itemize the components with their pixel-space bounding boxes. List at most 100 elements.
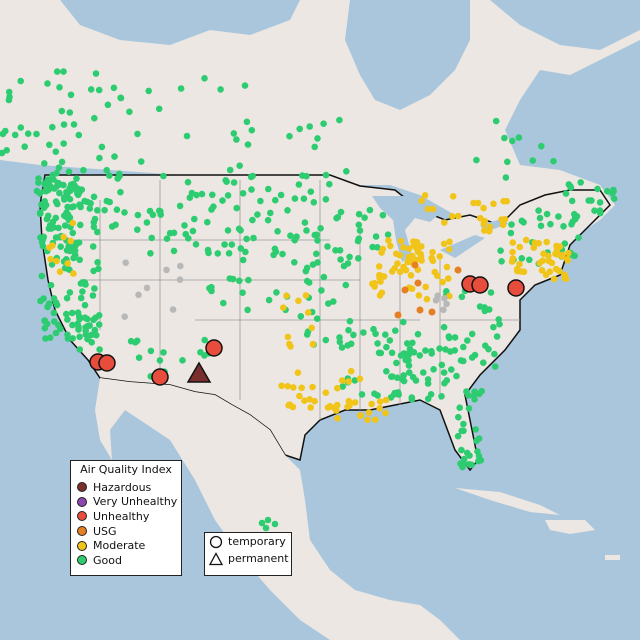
good-station-dot	[114, 175, 121, 182]
moderate-station-dot	[543, 238, 550, 246]
moderate-station-dot	[47, 255, 54, 263]
good-station-dot	[320, 273, 328, 281]
good-station-dot	[135, 354, 143, 362]
moderate-station-dot	[391, 265, 399, 272]
usg-station-dot	[454, 266, 462, 274]
good-station-dot	[438, 393, 445, 400]
unknown-station-dot	[169, 306, 177, 313]
good-station-dot	[239, 256, 247, 264]
good-station-dot	[143, 219, 151, 226]
usg-station-dot	[428, 308, 436, 316]
moderate-station-dot	[67, 237, 74, 245]
good-station-dot	[343, 168, 350, 175]
unhealthy-swatch	[77, 511, 87, 522]
good-station-dot	[176, 202, 184, 210]
moderate-station-dot	[397, 237, 405, 245]
good-station-dot	[383, 368, 390, 375]
good-station-dot	[244, 306, 251, 314]
unknown-station-dot	[143, 284, 151, 292]
good-station-dot	[147, 347, 155, 355]
good-station-dot	[330, 298, 337, 305]
moderate-station-dot	[520, 268, 528, 276]
good-station-dot	[502, 174, 510, 181]
good-station-dot	[75, 323, 82, 331]
good-station-dot	[137, 158, 145, 165]
good-station-dot	[369, 243, 376, 251]
good-station-dot	[529, 157, 537, 164]
good-station-dot	[54, 179, 62, 187]
moderate-station-dot	[49, 242, 56, 249]
good-station-dot	[201, 336, 208, 344]
moderate-station-dot	[431, 268, 439, 276]
moderate-station-dot	[446, 292, 453, 300]
good-station-dot	[473, 156, 480, 164]
good-station-dot	[383, 343, 390, 351]
good-station-dot	[197, 349, 204, 356]
good-station-dot	[64, 316, 71, 323]
good-station-dot	[44, 212, 52, 220]
moderate-station-dot	[561, 274, 568, 282]
good-station-dot	[33, 187, 41, 195]
good-station-dot	[350, 331, 357, 339]
moderate-station-dot	[436, 253, 444, 260]
moderate-station-dot	[429, 257, 437, 265]
good-station-dot	[568, 197, 576, 205]
good-station-dot	[346, 317, 354, 325]
good-station-dot	[69, 229, 77, 237]
moderate-station-dot	[421, 192, 429, 199]
good-station-dot	[44, 80, 51, 87]
good-swatch	[77, 555, 87, 566]
moderate-station-dot	[422, 283, 430, 291]
good-station-dot	[106, 172, 113, 179]
moderate-station-dot	[545, 257, 553, 265]
good-station-dot	[535, 207, 542, 214]
good-station-dot	[297, 313, 305, 320]
good-station-dot	[155, 207, 163, 215]
good-station-dot	[575, 234, 582, 241]
good-station-dot	[117, 94, 124, 102]
good-station-dot	[237, 245, 245, 252]
good-station-dot	[501, 134, 508, 142]
usg-station-dot	[411, 261, 419, 269]
good-station-dot	[317, 225, 324, 232]
good-station-dot	[121, 209, 128, 216]
good-station-dot	[440, 369, 448, 376]
good-station-dot	[485, 345, 492, 353]
good-station-dot	[382, 331, 389, 339]
good-station-dot	[50, 295, 58, 302]
good-station-dot	[55, 224, 62, 232]
hispaniola	[545, 520, 595, 534]
moderate-station-dot	[509, 239, 517, 246]
moderate-station-dot	[365, 409, 373, 416]
good-station-dot	[379, 211, 387, 219]
moderate-station-dot	[286, 340, 293, 348]
good-station-dot	[468, 330, 476, 338]
good-station-dot	[508, 221, 515, 228]
moderate-station-dot	[439, 278, 446, 286]
moderate-station-dot	[382, 409, 389, 417]
good-station-dot	[49, 123, 56, 131]
good-station-dot	[591, 207, 598, 214]
good-station-dot	[320, 120, 327, 127]
legend-label: Moderate	[93, 539, 146, 553]
good-station-dot	[221, 241, 228, 248]
usg-station-dot	[394, 311, 402, 319]
moderate-station-dot	[69, 219, 77, 227]
good-station-dot	[313, 231, 321, 239]
good-station-dot	[356, 227, 364, 234]
legend-label: Unhealthy	[93, 509, 150, 523]
unknown-station-dot	[176, 276, 184, 284]
good-station-dot	[63, 310, 70, 318]
moderate-station-dot	[564, 257, 571, 264]
good-station-dot	[372, 330, 379, 338]
good-station-dot	[496, 320, 503, 328]
good-station-dot	[372, 233, 380, 240]
good-station-dot	[409, 373, 417, 381]
good-station-dot	[93, 331, 100, 339]
moderate-station-dot	[289, 403, 297, 411]
good-station-dot	[35, 175, 42, 182]
good-station-dot	[66, 109, 74, 116]
moderate-station-dot	[540, 250, 547, 257]
good-station-dot	[108, 223, 116, 230]
moderate-station-dot	[306, 396, 313, 403]
